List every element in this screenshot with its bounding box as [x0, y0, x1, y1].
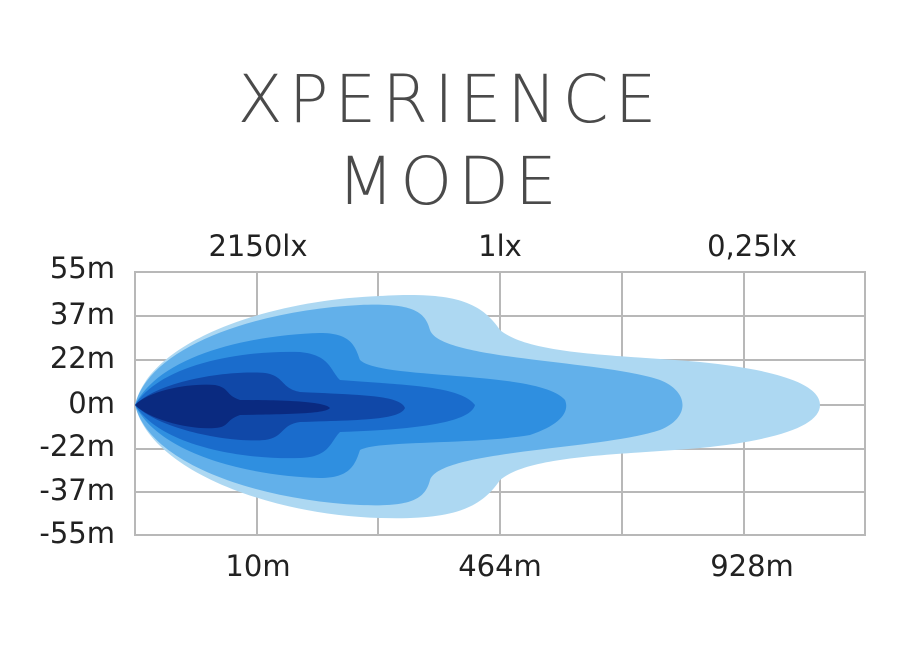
title-line: XPERIENCE — [238, 61, 663, 138]
y-label: -37m — [39, 473, 115, 507]
lux-label: 1lx — [478, 229, 522, 263]
x-label: 464m — [458, 549, 542, 583]
x-label: 928m — [710, 549, 794, 583]
title-line: MODE — [337, 143, 562, 220]
lux-label: 2150lx — [208, 229, 307, 263]
y-label: -55m — [39, 516, 115, 550]
beam-pattern — [135, 295, 820, 519]
x-label: 10m — [225, 549, 290, 583]
beam-contour — [135, 384, 330, 429]
lux-label: 0,25lx — [707, 229, 797, 263]
y-label: 37m — [50, 297, 115, 331]
y-label: 22m — [50, 341, 115, 375]
y-label: 55m — [50, 251, 115, 285]
y-label: -22m — [39, 429, 115, 463]
y-label: 0m — [68, 386, 115, 420]
